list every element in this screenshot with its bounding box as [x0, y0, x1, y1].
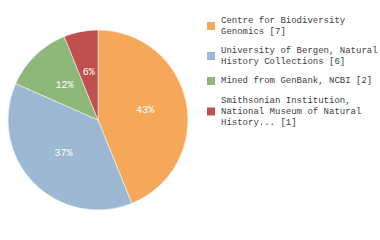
svg-text:6%: 6% [83, 67, 95, 78]
svg-text:Centre for Biodiversity: Centre for Biodiversity [221, 16, 346, 26]
svg-text:Genomics [7]: Genomics [7] [221, 27, 286, 37]
svg-text:Mined from GenBank, NCBI [2]: Mined from GenBank, NCBI [2] [221, 76, 372, 86]
svg-text:37%: 37% [55, 148, 73, 159]
svg-text:43%: 43% [136, 105, 154, 116]
svg-text:University of Bergen, Natural: University of Bergen, Natural [221, 46, 378, 56]
svg-text:Smithsonian Institution,: Smithsonian Institution, [221, 96, 351, 106]
svg-text:History Collections [6]: History Collections [6] [221, 57, 345, 67]
svg-text:12%: 12% [56, 80, 74, 91]
svg-text:National Museum of Natural: National Museum of Natural [221, 107, 361, 117]
svg-text:History... [1]: History... [1] [221, 118, 297, 128]
